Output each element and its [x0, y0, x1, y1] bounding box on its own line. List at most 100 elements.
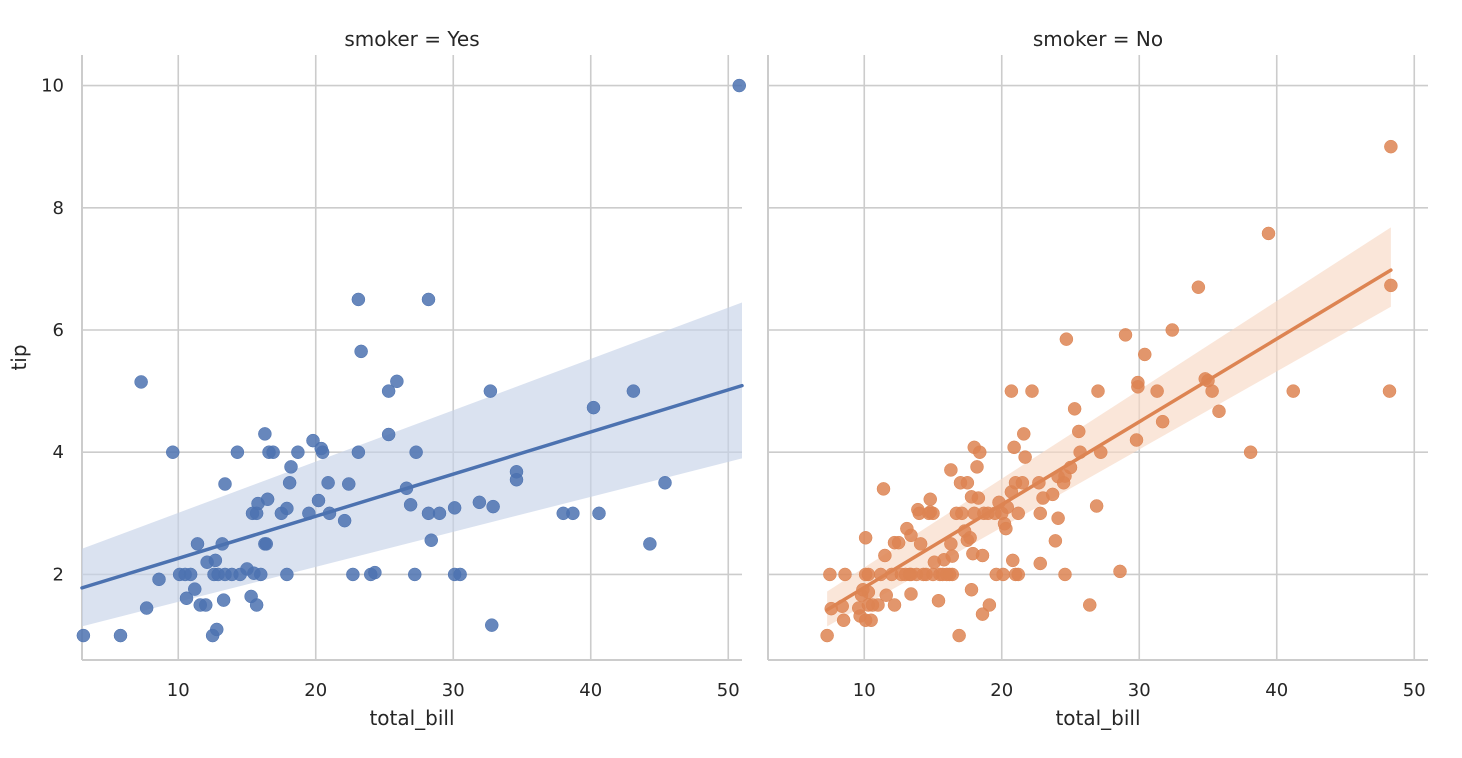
x-tick-label: 50	[1403, 680, 1426, 701]
data-point	[1007, 440, 1021, 455]
data-point	[1033, 556, 1047, 571]
data-point	[904, 528, 918, 543]
data-point	[311, 493, 326, 508]
y-tick-label: 4	[53, 442, 64, 463]
data-point	[346, 567, 360, 582]
data-point	[996, 567, 1010, 582]
y-tick-label: 6	[53, 320, 64, 341]
data-point	[876, 482, 891, 496]
data-point	[306, 433, 320, 448]
x-tick-label: 10	[167, 680, 190, 701]
data-point	[1067, 402, 1082, 416]
data-point	[183, 567, 198, 582]
data-point	[249, 598, 264, 612]
data-point	[509, 472, 524, 487]
data-point	[284, 460, 298, 474]
confidence-band	[827, 227, 1391, 627]
data-point	[1006, 553, 1020, 568]
data-point	[1025, 384, 1039, 398]
data-point	[626, 384, 641, 398]
data-point	[838, 567, 852, 582]
panel-smoker-yes: 10 20 30 40 50 2 4 6 8 10 smoker = Yes total_bill ti…	[7, 27, 746, 730]
data-point	[982, 598, 997, 612]
data-point	[210, 622, 224, 637]
data-point	[864, 613, 878, 628]
data-point	[208, 553, 223, 568]
data-point	[1382, 384, 1397, 398]
data-point	[354, 344, 368, 359]
data-point	[1011, 506, 1025, 521]
data-point	[975, 607, 990, 621]
data-point	[1129, 433, 1144, 447]
data-point	[1113, 564, 1127, 579]
data-point	[1243, 445, 1258, 459]
data-point	[403, 498, 418, 512]
data-point	[1058, 567, 1072, 582]
data-point	[280, 567, 294, 582]
y-axis-label: tip	[7, 344, 31, 370]
data-point	[643, 537, 657, 551]
data-point	[913, 537, 928, 551]
x-tick-label: 40	[1265, 680, 1288, 701]
data-point	[1165, 323, 1179, 337]
data-point	[858, 531, 873, 545]
data-point	[1384, 139, 1398, 154]
data-point	[931, 593, 946, 608]
data-point	[973, 445, 987, 459]
data-point	[1015, 476, 1030, 490]
x-tick-label: 20	[990, 680, 1013, 701]
data-point	[408, 567, 422, 582]
data-point	[486, 499, 500, 514]
data-point	[280, 501, 294, 516]
data-point	[1212, 404, 1226, 419]
data-point	[586, 400, 601, 415]
data-point	[955, 506, 969, 521]
data-point	[963, 531, 977, 545]
data-point	[321, 476, 335, 490]
x-tick-label: 40	[579, 680, 602, 701]
data-point	[483, 384, 498, 398]
y-tick-label: 10	[41, 76, 64, 97]
data-point	[891, 535, 906, 550]
y-tick-label: 8	[53, 198, 64, 219]
panel-title: smoker = Yes	[344, 27, 479, 51]
data-point	[964, 582, 979, 597]
data-point	[218, 477, 232, 491]
data-point	[1059, 332, 1074, 346]
data-point	[1033, 506, 1047, 521]
data-point	[337, 513, 352, 528]
data-point	[230, 445, 245, 459]
data-point	[975, 548, 990, 563]
data-point	[952, 628, 966, 643]
data-point	[1261, 226, 1276, 241]
data-point	[732, 78, 746, 93]
data-point	[447, 501, 462, 515]
data-point	[1286, 384, 1300, 398]
data-point	[381, 427, 396, 442]
data-point	[259, 537, 273, 551]
data-point	[216, 593, 231, 607]
data-point	[887, 598, 902, 612]
data-point	[823, 567, 837, 582]
data-point	[879, 588, 893, 602]
data-point	[152, 572, 166, 587]
regression-line	[825, 268, 1393, 612]
data-point	[1017, 427, 1031, 441]
data-point	[1051, 511, 1065, 525]
panel-title: smoker = No	[1033, 27, 1163, 51]
data-point	[139, 601, 154, 615]
data-point	[432, 506, 447, 521]
data-point	[1089, 499, 1104, 513]
data-point	[76, 628, 91, 643]
data-point	[134, 375, 148, 389]
data-point	[166, 445, 180, 459]
data-point	[266, 445, 280, 459]
data-point	[258, 427, 272, 441]
data-point	[970, 460, 984, 474]
data-point	[871, 598, 885, 612]
data-point	[381, 384, 396, 398]
data-point	[926, 506, 940, 521]
data-point	[923, 492, 937, 507]
x-tick-label: 20	[304, 680, 327, 701]
